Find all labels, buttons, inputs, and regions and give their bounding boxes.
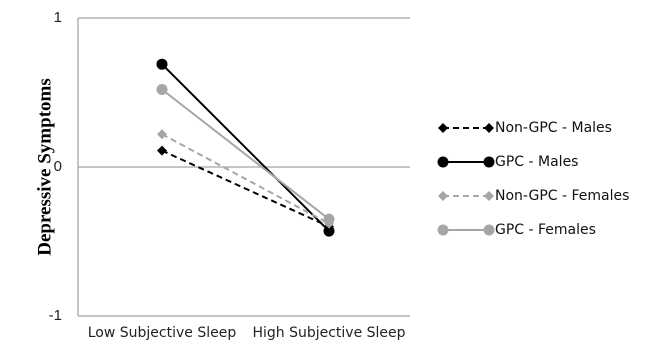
series-line xyxy=(162,151,329,227)
data-point xyxy=(157,146,167,156)
series-line xyxy=(162,64,329,231)
legend-marker xyxy=(438,225,449,236)
legend-marker xyxy=(438,191,448,201)
legend: Non-GPC - Males GPC - Males Non-GPC - Fema… xyxy=(438,120,630,238)
series-2 xyxy=(157,59,335,237)
legend-marker xyxy=(484,123,494,133)
data-point xyxy=(324,214,335,225)
series-4 xyxy=(157,84,335,225)
data-point xyxy=(157,59,168,70)
x-category-label: High Subjective Sleep xyxy=(252,325,405,341)
legend-label: GPC - Females xyxy=(495,222,596,238)
legend-marker xyxy=(438,157,449,168)
y-tick-label: -1 xyxy=(49,307,62,324)
legend-entry: Non-GPC - Males xyxy=(438,120,612,136)
x-category-label: Low Subjective Sleep xyxy=(88,325,237,341)
series-1 xyxy=(157,146,334,232)
legend-label: Non-GPC - Females xyxy=(495,188,629,204)
legend-entry: GPC - Females xyxy=(438,222,596,238)
legend-label: Non-GPC - Males xyxy=(495,120,612,136)
legend-entry: Non-GPC - Females xyxy=(438,188,629,204)
data-point xyxy=(157,129,167,139)
series-line xyxy=(162,90,329,220)
series-3 xyxy=(157,129,334,228)
legend-marker xyxy=(484,157,495,168)
y-tick-label: 1 xyxy=(54,9,62,26)
legend-marker xyxy=(484,191,494,201)
data-point xyxy=(157,84,168,95)
series-layer xyxy=(157,59,335,237)
legend-marker xyxy=(438,123,448,133)
x-category-labels: Low Subjective Sleep High Subjective Slee… xyxy=(88,325,406,341)
legend-label: GPC - Males xyxy=(495,154,578,170)
y-axis-title: Depressive Symptoms xyxy=(34,78,55,256)
grid-layer xyxy=(78,18,410,316)
legend-marker xyxy=(484,225,495,236)
legend-entry: GPC - Males xyxy=(438,154,579,170)
